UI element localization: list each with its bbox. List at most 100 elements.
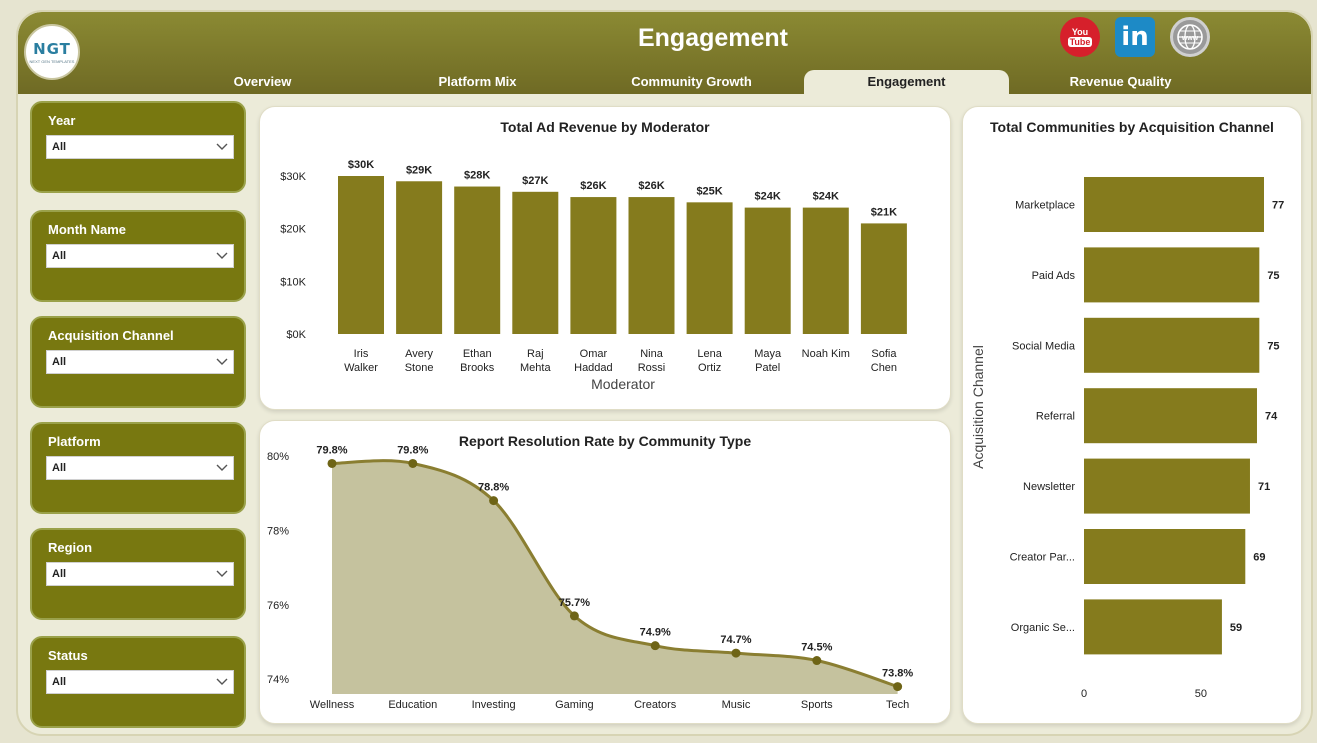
bar-data-label: $21K <box>871 206 897 218</box>
data-point <box>650 641 660 651</box>
y-tick-label: 74% <box>267 674 289 686</box>
y-tick-label: Marketplace <box>1015 200 1075 212</box>
bar <box>396 181 443 334</box>
x-tick-label: Ortiz <box>698 362 721 374</box>
x-tick-label: 0 <box>1081 688 1087 700</box>
x-axis-title: Moderator <box>591 376 655 392</box>
filter-dropdown[interactable]: All <box>46 670 234 694</box>
filter-label: Region <box>48 540 93 555</box>
bar <box>1084 458 1250 514</box>
point-data-label: 74.7% <box>720 634 751 646</box>
point-data-label: 73.8% <box>882 668 913 680</box>
linkedin-icon-text: in <box>1121 22 1149 52</box>
chevron-down-icon <box>216 570 228 577</box>
tab-community-growth[interactable]: Community Growth <box>631 74 752 89</box>
linkedin-icon[interactable]: in <box>1115 17 1155 57</box>
x-tick-label: Iris <box>354 348 369 360</box>
x-tick-label: Haddad <box>574 362 613 374</box>
filter-dropdown[interactable]: All <box>46 562 234 586</box>
bar-data-label: 71 <box>1258 481 1270 493</box>
resolution-rate-chart-title: Report Resolution Rate by Community Type <box>458 433 752 449</box>
youtube-icon-text-top: You <box>1071 27 1089 37</box>
filter-value: All <box>52 676 67 688</box>
filter-dropdown[interactable]: All <box>46 350 234 374</box>
x-tick-label: Maya <box>754 348 782 360</box>
bar-data-label: 59 <box>1230 622 1242 634</box>
bar-data-label: 77 <box>1272 200 1284 212</box>
filter-status: Status All <box>30 636 246 728</box>
communities-chart-title: Total Communities by Acquisition Channel <box>990 119 1274 135</box>
point-data-label: 74.9% <box>640 627 671 639</box>
header-bar: NGT NEXT GEN TEMPLATES Engagement You Tu… <box>18 12 1311 94</box>
bar-data-label: $26K <box>638 180 664 192</box>
bar <box>1084 317 1260 373</box>
filter-dropdown[interactable]: All <box>46 244 234 268</box>
x-tick-label: Lena <box>697 348 722 360</box>
bar <box>1084 177 1264 232</box>
filter-value: All <box>52 568 67 580</box>
bar <box>1084 247 1260 303</box>
logo-text: NGT <box>33 40 71 58</box>
filter-label: Platform <box>48 434 101 449</box>
filter-label: Acquisition Channel <box>48 328 174 343</box>
tab-engagement[interactable]: Engagement <box>804 70 1009 94</box>
bar-data-label: $25K <box>696 185 722 197</box>
x-tick-label: Gaming <box>555 699 594 711</box>
bar-data-label: 75 <box>1267 270 1279 282</box>
point-data-label: 79.8% <box>316 444 347 456</box>
point-data-label: 78.8% <box>478 482 509 494</box>
bar <box>1084 388 1257 444</box>
data-point <box>812 656 822 666</box>
point-data-label: 75.7% <box>559 597 590 609</box>
globe-icon-text: www <box>1181 35 1199 42</box>
x-tick-label: Brooks <box>460 362 495 374</box>
x-tick-label: Avery <box>405 348 433 360</box>
data-point <box>893 682 903 692</box>
x-tick-label: Tech <box>886 699 909 711</box>
y-axis-title: Acquisition Channel <box>970 345 986 469</box>
ad-revenue-chart: $0K $10K $20K $30K $30K Iris Walker $29K Avery St… <box>280 159 907 392</box>
x-tick-label: Music <box>722 699 751 711</box>
youtube-icon[interactable]: You Tube <box>1060 17 1100 57</box>
filter-label: Year <box>48 113 76 128</box>
point-data-label: 79.8% <box>397 444 428 456</box>
x-tick-label: Omar <box>580 348 608 360</box>
tab-platform-mix[interactable]: Platform Mix <box>438 74 517 89</box>
bar-data-label: $29K <box>406 164 432 176</box>
x-tick-label: Rossi <box>638 362 666 374</box>
globe-icon-graphic: www <box>1177 24 1203 50</box>
filter-dropdown[interactable]: All <box>46 135 234 159</box>
bar-data-label: $27K <box>522 175 548 187</box>
dashboard-frame: NGT NEXT GEN TEMPLATES Engagement You Tu… <box>16 10 1313 736</box>
y-tick-label: $20K <box>280 224 306 236</box>
y-tick-label: 76% <box>267 600 289 612</box>
y-tick-label: Newsletter <box>1023 481 1075 493</box>
bar <box>570 197 617 334</box>
area-fill <box>332 460 898 694</box>
bar-data-label: $30K <box>348 159 374 171</box>
filter-year: Year All <box>30 101 246 193</box>
x-tick-label: Walker <box>344 362 378 374</box>
bar-data-label: $28K <box>464 170 490 182</box>
x-tick-label: Wellness <box>310 699 355 711</box>
filter-value: All <box>52 356 67 368</box>
x-tick-label: Creators <box>634 699 677 711</box>
chevron-down-icon <box>216 464 228 471</box>
y-tick-label: Creator Par... <box>1010 552 1075 564</box>
bar <box>338 176 384 334</box>
filter-dropdown[interactable]: All <box>46 456 234 480</box>
x-tick-label: Mehta <box>520 362 551 374</box>
bar-data-label: 69 <box>1253 552 1265 564</box>
logo-subtext: NEXT GEN TEMPLATES <box>29 59 75 64</box>
x-tick-label: Raj <box>527 348 544 360</box>
bar <box>686 202 733 334</box>
bar-data-label: $24K <box>755 191 781 203</box>
tab-revenue-quality[interactable]: Revenue Quality <box>1069 74 1172 89</box>
resolution-rate-card: Report Resolution Rate by Community Type… <box>259 420 951 724</box>
x-tick-label: Patel <box>755 362 780 374</box>
bar <box>744 207 791 334</box>
tab-overview[interactable]: Overview <box>233 74 292 89</box>
bar <box>802 207 849 334</box>
globe-icon[interactable]: www <box>1170 17 1210 57</box>
data-point <box>327 458 337 468</box>
